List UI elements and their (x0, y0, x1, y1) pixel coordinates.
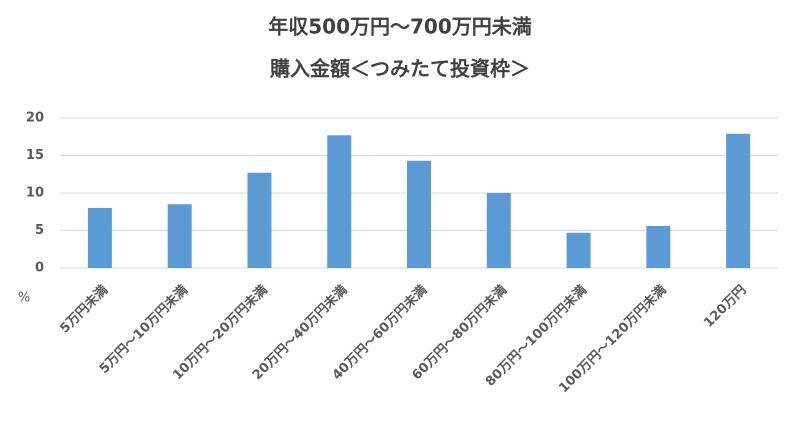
y-tick-label: 5 (35, 223, 44, 238)
y-axis-label: % (18, 291, 30, 306)
bar (247, 172, 272, 268)
chart-title: 年収500万円～700万円未満 (268, 15, 532, 39)
bar (566, 232, 591, 268)
y-tick-label: 10 (26, 186, 44, 201)
chart-subtitle: 購入金額＜つみたて投資枠＞ (270, 57, 530, 81)
bar (726, 133, 751, 268)
y-tick-label: 0 (35, 261, 44, 276)
x-tick-label: 5万円未満 (57, 282, 111, 336)
bar (87, 208, 112, 268)
y-tick-label: 20 (26, 111, 44, 126)
y-tick-label: 15 (26, 148, 44, 163)
x-tick-label: 120万円 (701, 283, 749, 331)
bar (646, 226, 671, 268)
bar (167, 204, 192, 268)
bar (486, 193, 511, 268)
bar (407, 160, 431, 268)
bar (327, 135, 352, 268)
x-tick-label: 5万円～10万円未満 (96, 282, 191, 377)
